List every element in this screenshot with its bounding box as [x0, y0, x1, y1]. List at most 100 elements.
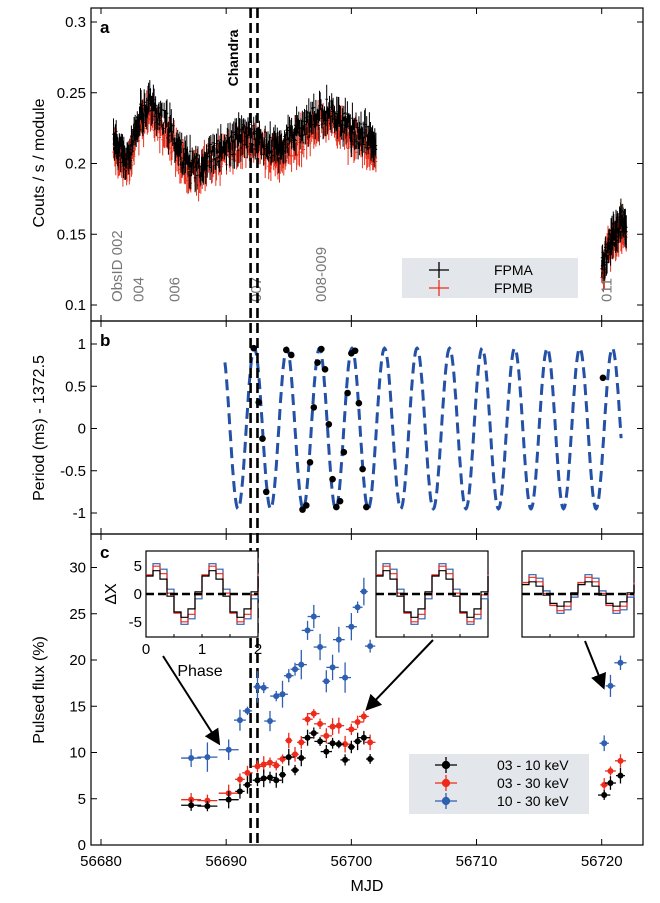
panel-a-y-tick-label: 0.15 — [57, 226, 86, 243]
x-tick-label: 56720 — [581, 853, 623, 870]
panel-a-ylabel: Couts / s / module — [31, 98, 48, 227]
legend-03-30-label: 03 - 30 keV — [497, 775, 569, 791]
03-10-point — [243, 776, 252, 794]
panel-b-label: b — [100, 331, 110, 350]
03-30-point — [302, 712, 313, 726]
panel-c-frame — [90, 533, 644, 846]
legend-fpma-label: FPMA — [494, 262, 534, 278]
obsid-label: 007 — [248, 277, 265, 302]
03-10-point — [181, 799, 202, 811]
10-30-point — [364, 639, 376, 653]
03-10-point — [353, 732, 362, 751]
10-30-point — [339, 662, 352, 693]
period-point — [282, 346, 290, 354]
fpma-point — [318, 113, 320, 115]
inset-profile — [522, 581, 635, 607]
panel-c-y-tick-label: 30 — [69, 560, 86, 577]
fpma-point — [358, 131, 360, 134]
fpma-point — [247, 134, 250, 136]
10-30-point — [326, 654, 339, 681]
fpmb-point — [125, 168, 127, 170]
03-10-point — [309, 727, 319, 739]
fpmb-point — [207, 162, 210, 165]
03-10-point — [296, 749, 306, 767]
panel-c-ylabel: Pulsed flux (%) — [31, 636, 48, 744]
fpma-point — [257, 140, 260, 142]
03-30-point — [285, 732, 293, 749]
inset-xlabel: Phase — [177, 663, 222, 680]
fpmb-point — [187, 169, 190, 172]
03-10-point — [218, 791, 239, 809]
legend-03-10-label: 03 - 10 keV — [497, 757, 569, 773]
10-30-point — [283, 669, 294, 683]
fpmb-point — [197, 172, 200, 175]
period-point — [259, 435, 266, 442]
fpmb-point — [159, 125, 161, 128]
fpmb-point — [112, 145, 115, 148]
panel-a-y-tick-label: 0.25 — [57, 85, 86, 102]
10-30-point — [181, 749, 202, 767]
fpmb-point — [118, 157, 121, 159]
03-10-point — [314, 736, 326, 746]
inset-2 — [375, 550, 489, 638]
03-10-point — [366, 754, 375, 764]
period-point — [340, 448, 348, 456]
03-30-point — [320, 728, 333, 744]
fpmb-point — [132, 148, 135, 151]
10-30-point — [218, 739, 239, 761]
fpma-point — [375, 148, 378, 151]
legend-fpmb-label: FPMB — [494, 280, 533, 296]
panel-c-y-tick-label: 5 — [78, 791, 86, 808]
obsid-label: 011 — [598, 278, 615, 302]
10-30-point — [322, 670, 331, 693]
fpma-point — [348, 127, 350, 129]
03-10-point — [291, 764, 300, 776]
fpmb-point — [247, 142, 250, 145]
period-point — [306, 459, 314, 466]
fpma-point — [159, 117, 161, 120]
inset-xtick-label: 0 — [142, 641, 150, 658]
03-30-point — [297, 736, 306, 749]
fpma-point — [297, 131, 300, 134]
x-tick-label: 56710 — [456, 853, 498, 870]
03-30-point — [345, 723, 357, 736]
panel-b-y-tick-label: 1 — [78, 336, 86, 353]
03-10-point — [333, 740, 345, 749]
period-point — [287, 351, 295, 359]
legend-panel-c: 03 - 10 keV 03 - 30 keV 10 - 30 keV — [409, 754, 589, 814]
10-30-point — [614, 655, 627, 670]
10-30-point — [253, 671, 262, 703]
inset-pointer-arrow — [365, 639, 434, 711]
03-10-point — [604, 776, 616, 790]
10-30-point — [242, 706, 253, 716]
legend-03-10-marker — [435, 757, 457, 773]
fpma-point — [619, 222, 622, 224]
10-30-point — [352, 601, 363, 614]
10-30-point — [258, 682, 269, 694]
fpma-point — [607, 247, 609, 250]
03-10-point — [320, 745, 333, 759]
03-30-point — [614, 754, 626, 768]
03-10-point — [302, 729, 313, 746]
period-point — [250, 344, 258, 352]
fpmb-point — [297, 141, 300, 144]
fpma-point — [140, 113, 142, 115]
panel-c-y-tick-label: 0 — [78, 837, 86, 854]
period-point — [359, 465, 366, 473]
03-30-point — [272, 760, 281, 771]
inset-pointer-arrow — [162, 655, 221, 746]
fpma-point — [125, 162, 127, 165]
fpma-point — [287, 137, 290, 139]
chart-marks: 56680 56690 56700 56710 56720 0.1 0.15 0.2 0.25 0… — [57, 8, 643, 870]
fpmb-point — [368, 145, 370, 148]
inset-ytick-label: -5 — [129, 614, 142, 631]
period-point — [299, 506, 306, 513]
fpma-point — [112, 137, 115, 139]
inset-profile — [146, 570, 259, 618]
period-point — [344, 389, 351, 397]
03-30-point — [291, 747, 299, 762]
panel-c-y-tick-label: 10 — [69, 745, 86, 762]
03-30-point — [333, 717, 345, 734]
x-tick-label: 56680 — [80, 853, 122, 870]
